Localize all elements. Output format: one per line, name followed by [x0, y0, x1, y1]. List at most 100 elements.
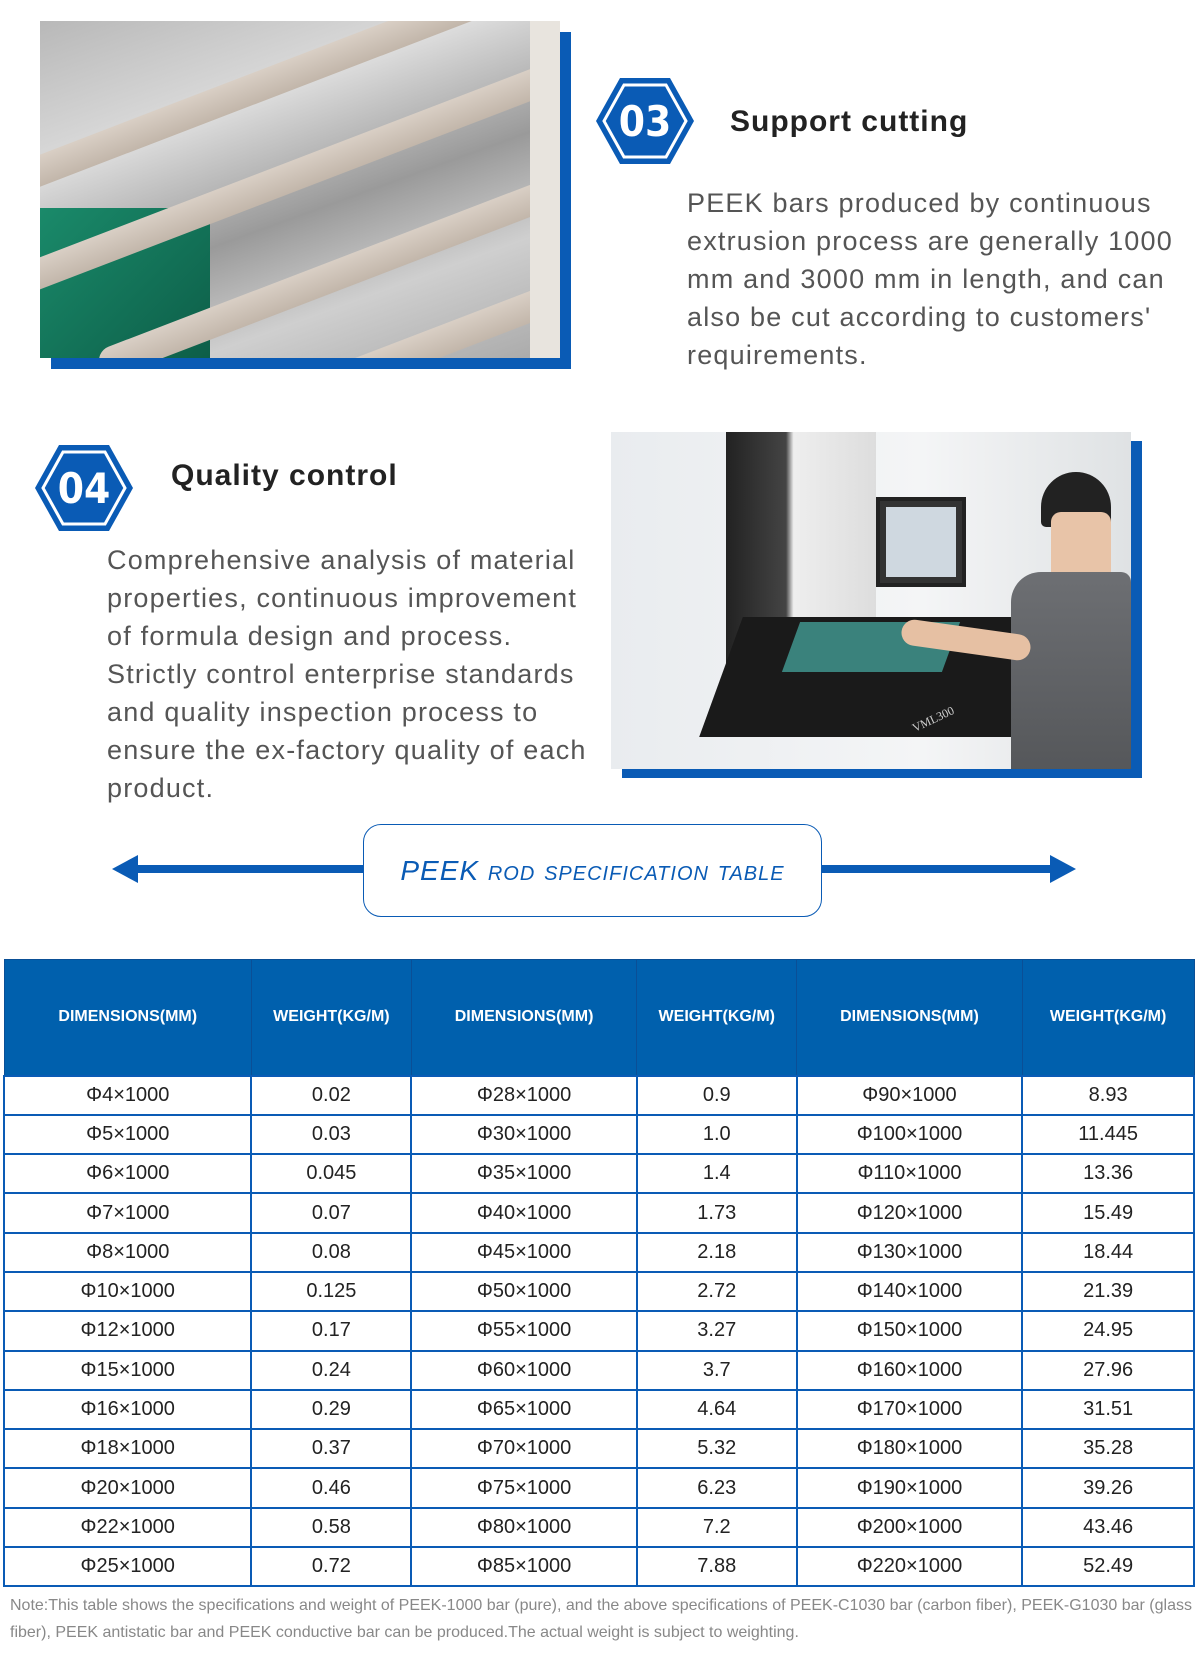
dimension-cell: Φ55×1000: [410, 1310, 638, 1352]
quality-inspection-photo: VML300: [611, 432, 1131, 769]
table-row: Φ10×1000 0.125 Φ50×1000 2.72 Φ140×1000 21.39: [2, 1270, 1195, 1313]
divider-line: [822, 865, 1052, 873]
dimension-cell: Φ85×1000: [410, 1546, 638, 1588]
dimension-cell: Φ170×1000: [795, 1388, 1024, 1431]
table-row: Φ6×1000 0.045 Φ35×1000 1.4 Φ110×1000 13.36: [2, 1153, 1195, 1195]
dimension-cell: Φ45×1000: [410, 1231, 638, 1273]
dimension-cell: Φ30×1000: [410, 1113, 638, 1156]
banner-title: PEEK rod specification table: [400, 854, 785, 886]
weight-cell: 39.26: [1021, 1467, 1195, 1509]
weight-cell: 0.9: [635, 1074, 798, 1116]
arrow-right-icon: [1050, 855, 1076, 883]
dimension-cell: Φ40×1000: [410, 1192, 638, 1234]
dimension-cell: Φ120×1000: [795, 1192, 1024, 1234]
weight-cell: 1.4: [635, 1153, 798, 1195]
weight-cell: 11.445: [1021, 1113, 1195, 1156]
weight-cell: 5.32: [635, 1428, 798, 1470]
table-row: Φ12×1000 0.17 Φ55×1000 3.27 Φ150×1000 24.95: [2, 1310, 1195, 1352]
weight-cell: 0.24: [250, 1349, 413, 1391]
weight-cell: 43.46: [1021, 1506, 1195, 1549]
section-title-quality-control: Quality control: [171, 459, 398, 492]
weight-cell: 24.95: [1021, 1310, 1195, 1352]
weight-cell: 3.27: [635, 1310, 798, 1352]
dimension-cell: Φ18×1000: [2, 1428, 253, 1470]
dimension-cell: Φ4×1000: [2, 1074, 253, 1116]
dimension-cell: Φ90×1000: [795, 1074, 1024, 1116]
divider-line: [136, 865, 363, 873]
dimension-cell: Φ190×1000: [795, 1467, 1024, 1509]
weight-cell: 21.39: [1021, 1270, 1195, 1313]
weight-cell: 4.64: [635, 1388, 798, 1431]
column-header: WEIGHT(KG/M): [1021, 959, 1195, 1076]
weight-cell: 13.36: [1021, 1153, 1195, 1195]
column-header: DIMENSIONS(MM): [3, 959, 252, 1076]
table-row: Φ8×1000 0.08 Φ45×1000 2.18 Φ130×1000 18.44: [2, 1231, 1195, 1273]
weight-cell: 0.07: [250, 1192, 413, 1234]
dimension-cell: Φ180×1000: [795, 1428, 1024, 1470]
dimension-cell: Φ20×1000: [2, 1467, 253, 1509]
dimension-cell: Φ5×1000: [2, 1113, 253, 1156]
weight-cell: 0.03: [250, 1113, 413, 1156]
weight-cell: 0.58: [250, 1506, 413, 1549]
badge-04: 04: [34, 443, 134, 533]
dimension-cell: Φ140×1000: [795, 1270, 1024, 1313]
dimension-cell: Φ100×1000: [795, 1113, 1024, 1156]
dimension-cell: Φ25×1000: [2, 1546, 253, 1588]
dimension-cell: Φ200×1000: [795, 1506, 1024, 1549]
weight-cell: 35.28: [1021, 1428, 1195, 1470]
dimension-cell: Φ22×1000: [2, 1506, 253, 1549]
weight-cell: 0.29: [250, 1388, 413, 1431]
table-row: Φ22×1000 0.58 Φ80×1000 7.2 Φ200×1000 43.46: [2, 1506, 1195, 1549]
weight-cell: 52.49: [1021, 1546, 1195, 1588]
dimension-cell: Φ160×1000: [795, 1349, 1024, 1391]
support-cutting-text: PEEK bars produced by continuous extrusi…: [687, 188, 1173, 370]
dimension-cell: Φ60×1000: [410, 1349, 638, 1391]
table-row: Φ7×1000 0.07 Φ40×1000 1.73 Φ120×1000 15.49: [2, 1192, 1195, 1234]
table-row: Φ20×1000 0.46 Φ75×1000 6.23 Φ190×1000 39.26: [2, 1467, 1195, 1509]
weight-cell: 3.7: [635, 1349, 798, 1391]
weight-cell: 1.73: [635, 1192, 798, 1234]
table-row: Φ16×1000 0.29 Φ65×1000 4.64 Φ170×1000 31.51: [2, 1388, 1195, 1431]
dimension-cell: Φ15×1000: [2, 1349, 253, 1391]
table-row: Φ4×1000 0.02 Φ28×1000 0.9 Φ90×1000 8.93: [2, 1074, 1195, 1116]
dimension-cell: Φ70×1000: [410, 1428, 638, 1470]
table-header-row: DIMENSIONS(MM) WEIGHT(KG/M) DIMENSIONS(MM)…: [3, 959, 1195, 1076]
spec-table: DIMENSIONS(MM) WEIGHT(KG/M) DIMENSIONS(MM)…: [2, 959, 1195, 1588]
dimension-cell: Φ130×1000: [795, 1231, 1024, 1273]
column-header: WEIGHT(KG/M): [250, 959, 412, 1076]
dimension-cell: Φ150×1000: [795, 1310, 1024, 1352]
dimension-cell: Φ75×1000: [410, 1467, 638, 1509]
table-row: Φ18×1000 0.37 Φ70×1000 5.32 Φ180×1000 35.28: [2, 1428, 1195, 1470]
dimension-cell: Φ220×1000: [795, 1546, 1024, 1588]
dimension-cell: Φ12×1000: [2, 1310, 253, 1352]
dimension-cell: Φ80×1000: [410, 1506, 638, 1549]
weight-cell: 7.88: [635, 1546, 798, 1588]
column-header: WEIGHT(KG/M): [636, 959, 798, 1076]
peek-rods-photo: [40, 21, 560, 358]
weight-cell: 0.045: [250, 1153, 413, 1195]
section-title-support-cutting: Support cutting: [730, 105, 969, 138]
weight-cell: 7.2: [635, 1506, 798, 1549]
weight-cell: 1.0: [635, 1113, 798, 1156]
dimension-cell: Φ10×1000: [2, 1270, 253, 1313]
weight-cell: 18.44: [1021, 1231, 1195, 1273]
dimension-cell: Φ8×1000: [2, 1231, 253, 1273]
dimension-cell: Φ35×1000: [410, 1153, 638, 1195]
dimension-cell: Φ16×1000: [2, 1388, 253, 1431]
dimension-cell: Φ110×1000: [795, 1153, 1024, 1195]
quality-control-text: Comprehensive analysis of material prope…: [107, 545, 587, 803]
dimension-cell: Φ50×1000: [410, 1270, 638, 1313]
weight-cell: 0.02: [250, 1074, 413, 1116]
weight-cell: 0.08: [250, 1231, 413, 1273]
arrow-left-icon: [112, 855, 138, 883]
weight-cell: 0.17: [250, 1310, 413, 1352]
table-note: Note:This table shows the specifications…: [10, 1597, 1192, 1641]
weight-cell: 0.37: [250, 1428, 413, 1470]
dimension-cell: Φ6×1000: [2, 1153, 253, 1195]
weight-cell: 15.49: [1021, 1192, 1195, 1234]
dimension-cell: Φ65×1000: [410, 1388, 638, 1431]
table-row: Φ5×1000 0.03 Φ30×1000 1.0 Φ100×1000 11.445: [2, 1113, 1195, 1156]
weight-cell: 2.18: [635, 1231, 798, 1273]
badge-03: 03: [595, 76, 695, 166]
spec-table-banner: PEEK rod specification table: [363, 824, 822, 917]
